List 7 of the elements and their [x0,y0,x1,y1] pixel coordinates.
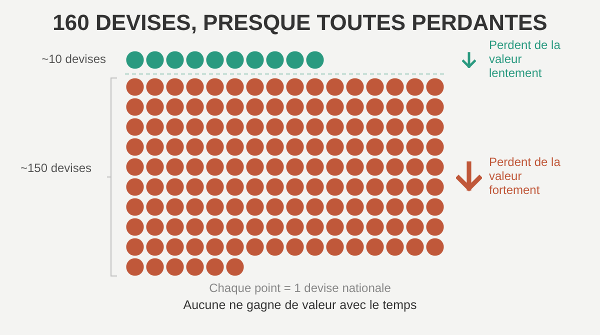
data-label: ~10 devises [40,52,106,67]
data-label: ~150 devises [20,161,92,176]
text: 160 DEVISES, PRESQUE TOUTES PERDANTES [52,10,548,36]
text: Aucune ne gagne de valeur avec le temps [182,298,418,312]
text: Chaque point = 1 devise nationale [208,281,392,295]
text: Perdent de la valeur fortement [489,155,562,197]
text: Perdent de la valeur lentement [489,38,562,80]
